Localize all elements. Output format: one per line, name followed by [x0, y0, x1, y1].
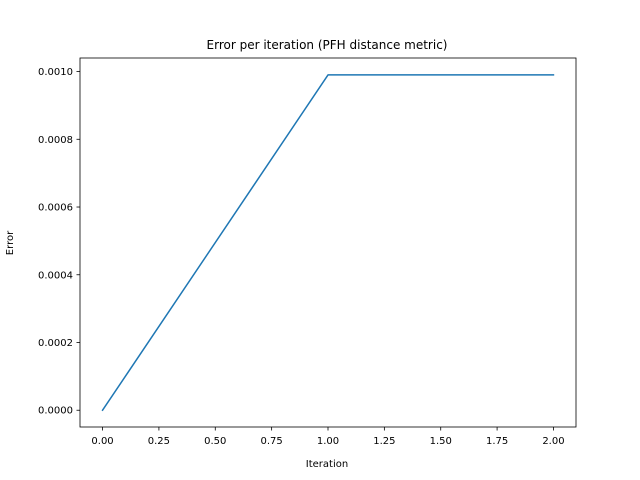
plot-area: 0.00 0.25 0.50 0.75 1.00 1.25 1.50 1.75 2.00 0.00…	[38, 57, 577, 447]
x-tick-label: 2.00	[542, 436, 564, 447]
y-tick-label: 0.0002	[38, 338, 73, 349]
x-tick-label: 1.00	[317, 436, 339, 447]
y-tick-label: 0.0006	[38, 203, 73, 214]
y-tick-label: 0.0010	[38, 67, 73, 78]
chart-title: Error per iteration (PFH distance metric…	[207, 38, 448, 52]
series-line-0	[101, 74, 555, 412]
y-tick-label: 0.0004	[38, 270, 73, 281]
x-tick-label: 0.50	[204, 436, 226, 447]
y-tick-label: 0.0000	[38, 406, 73, 417]
x-tick-label: 0.75	[261, 436, 283, 447]
x-tick-label: 0.00	[91, 436, 113, 447]
x-tick-label: 1.50	[430, 436, 452, 447]
y-axis-label: Error	[5, 230, 16, 255]
x-tick-label: 0.25	[148, 436, 170, 447]
x-tick-label: 1.75	[486, 436, 508, 447]
x-axis-label: Iteration	[306, 459, 348, 470]
x-tick-label: 1.25	[373, 436, 395, 447]
y-tick-label: 0.0008	[38, 135, 73, 146]
